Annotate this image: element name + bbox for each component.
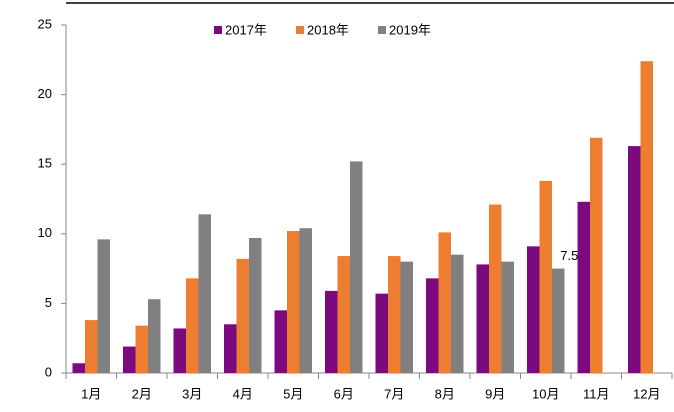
- bar: [135, 325, 148, 373]
- bar: [350, 161, 363, 373]
- bar: [325, 290, 338, 373]
- y-tick-label: 15: [38, 156, 52, 171]
- bar: [501, 261, 514, 373]
- bar: [97, 239, 110, 373]
- bar: [72, 363, 85, 373]
- x-tick-label: 7月: [384, 386, 404, 401]
- legend-label: 2018年: [307, 22, 349, 37]
- bar: [539, 180, 552, 373]
- y-tick-label: 5: [45, 295, 52, 310]
- x-tick-label: 4月: [233, 386, 253, 401]
- bar: [489, 204, 502, 373]
- y-tick-label: 10: [38, 225, 52, 240]
- x-tick-label: 8月: [435, 386, 455, 401]
- x-tick-label: 2月: [132, 386, 152, 401]
- bar: [388, 256, 401, 373]
- bar: [299, 228, 312, 373]
- bar: [337, 256, 350, 373]
- y-tick-label: 20: [38, 86, 52, 101]
- y-tick-label: 25: [38, 16, 52, 31]
- bar: [527, 246, 540, 373]
- bar: [476, 264, 489, 373]
- bar: [552, 268, 565, 373]
- x-tick-label: 5月: [283, 386, 303, 401]
- legend-label: 2017年: [225, 22, 267, 37]
- bar: [577, 201, 590, 373]
- legend-swatch: [378, 26, 386, 34]
- bar: [173, 328, 186, 373]
- legend-swatch: [296, 26, 304, 34]
- bar: [148, 299, 161, 373]
- bar: [426, 278, 439, 373]
- bar: [438, 232, 451, 373]
- x-tick-label: 9月: [485, 386, 505, 401]
- legend-label: 2019年: [389, 22, 431, 37]
- bar: [198, 214, 211, 373]
- bar: [375, 293, 388, 373]
- y-tick-label: 0: [45, 364, 52, 379]
- bar: [640, 61, 653, 373]
- bar: [224, 324, 237, 373]
- x-tick-label: 3月: [182, 386, 202, 401]
- legend-swatch: [214, 26, 222, 34]
- bar: [249, 237, 262, 373]
- x-tick-label: 1月: [81, 386, 101, 401]
- bar: [274, 310, 287, 373]
- bar: [236, 258, 249, 373]
- bar: [85, 320, 98, 373]
- data-label: 7.5: [560, 248, 578, 263]
- bar: [451, 254, 464, 373]
- bar: [186, 278, 199, 373]
- x-tick-label: 12月: [633, 386, 660, 401]
- bar: [628, 146, 641, 373]
- bar: [400, 261, 413, 373]
- x-tick-label: 11月: [583, 386, 610, 401]
- x-tick-label: 10月: [532, 386, 559, 401]
- bar: [123, 346, 136, 373]
- x-tick-label: 6月: [334, 386, 354, 401]
- bar: [590, 137, 603, 373]
- bar: [287, 231, 300, 373]
